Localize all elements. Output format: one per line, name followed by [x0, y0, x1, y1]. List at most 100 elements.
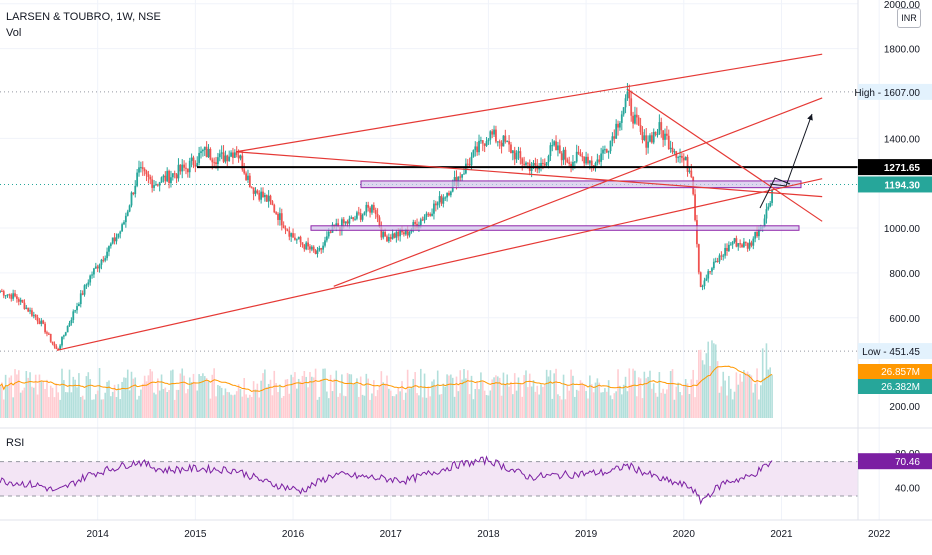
volume-bar — [662, 388, 664, 418]
candle-body — [25, 307, 28, 309]
candle-body — [93, 268, 95, 275]
volume-bar — [502, 372, 505, 418]
candle-body — [34, 314, 37, 318]
candle-body — [344, 221, 347, 224]
volume-bar — [523, 375, 525, 418]
candle-body — [301, 242, 304, 245]
volume-bar — [656, 396, 659, 418]
volume-bar — [213, 368, 215, 418]
volume-bar — [604, 388, 606, 418]
currency-badge[interactable]: INR — [897, 8, 921, 28]
volume-bar — [521, 396, 524, 418]
volume-bar — [46, 379, 48, 418]
candle-body — [83, 285, 86, 295]
volume-bar — [617, 369, 619, 418]
candle-body — [429, 214, 432, 216]
candle-body — [750, 242, 753, 246]
candle-body — [564, 149, 567, 160]
candle-body — [198, 152, 201, 163]
volume-bar — [95, 394, 97, 418]
x-tick-label: 2022 — [868, 529, 891, 540]
volume-bar — [98, 368, 101, 418]
candle-body — [570, 163, 572, 167]
candle-body — [31, 310, 33, 316]
volume-bar — [470, 375, 473, 418]
candle-body — [446, 192, 448, 198]
candle-body — [649, 135, 651, 142]
volume-bar — [280, 397, 283, 418]
candle-body — [464, 163, 467, 174]
candle-body — [0, 290, 3, 292]
volume-bar — [726, 395, 728, 418]
volume-bar — [42, 381, 45, 418]
candle-body — [686, 156, 689, 172]
volume-bar — [729, 388, 732, 418]
volume-bar — [705, 353, 708, 418]
volume-bar — [177, 389, 180, 418]
candle-body — [72, 311, 75, 320]
volume-bar — [652, 383, 655, 418]
candle-body — [190, 157, 193, 161]
volume-bar — [318, 396, 321, 418]
volume-bar — [205, 378, 208, 418]
candle-body — [758, 229, 760, 237]
volume-bar — [125, 377, 127, 418]
volume-bar — [664, 393, 666, 418]
volume-bar — [358, 396, 360, 418]
volume-bar — [532, 380, 535, 418]
candle-body — [690, 170, 693, 177]
candle-body — [23, 302, 26, 309]
volume-bar — [485, 395, 488, 418]
candle-body — [4, 295, 7, 297]
volume-bar — [540, 384, 542, 418]
volume-bar — [574, 396, 576, 418]
candle-body — [108, 246, 110, 252]
candle-body — [36, 317, 39, 322]
volume-bar — [592, 392, 595, 418]
volume-bar — [423, 373, 426, 418]
volume-bar — [530, 386, 533, 418]
volume-bar — [110, 396, 112, 418]
volume-bar — [329, 374, 332, 418]
candle-body — [534, 163, 537, 166]
volume-bar — [250, 396, 253, 418]
high-marker-label: High - 1607.00 — [854, 88, 920, 99]
volume-bar — [626, 391, 629, 418]
candle-body — [508, 141, 510, 145]
candle-body — [2, 291, 5, 296]
volume-bar — [504, 383, 507, 418]
candle-body — [449, 191, 452, 196]
candle-body — [684, 156, 687, 161]
candle-body — [6, 294, 9, 296]
candle-body — [271, 201, 274, 205]
volume-bar — [572, 375, 574, 418]
candle-body — [215, 162, 217, 165]
candle-body — [662, 130, 665, 140]
volume-bar — [335, 370, 338, 418]
candle-body — [203, 146, 206, 150]
candle-body — [588, 160, 591, 164]
volume-bar — [760, 385, 762, 418]
candle-body — [720, 255, 723, 257]
candle-body — [767, 206, 770, 210]
candle-body — [168, 170, 170, 184]
candle-body — [49, 333, 52, 342]
candle-body — [262, 191, 264, 198]
volume-bar — [243, 378, 246, 418]
volume-bar — [649, 370, 651, 418]
volume-bar — [108, 380, 110, 418]
volume-bar — [585, 391, 587, 418]
candle-body — [217, 157, 219, 165]
grid — [0, 0, 880, 520]
volume-bar — [419, 368, 422, 418]
candle-body — [126, 211, 129, 216]
candle-body — [726, 247, 728, 251]
volume-bar — [207, 380, 210, 418]
candle-body — [506, 141, 509, 143]
volume-bar — [143, 375, 146, 418]
volume-bar — [765, 343, 768, 418]
volume-bar — [538, 394, 540, 418]
volume-bar — [570, 369, 572, 418]
candle-body — [17, 298, 20, 302]
